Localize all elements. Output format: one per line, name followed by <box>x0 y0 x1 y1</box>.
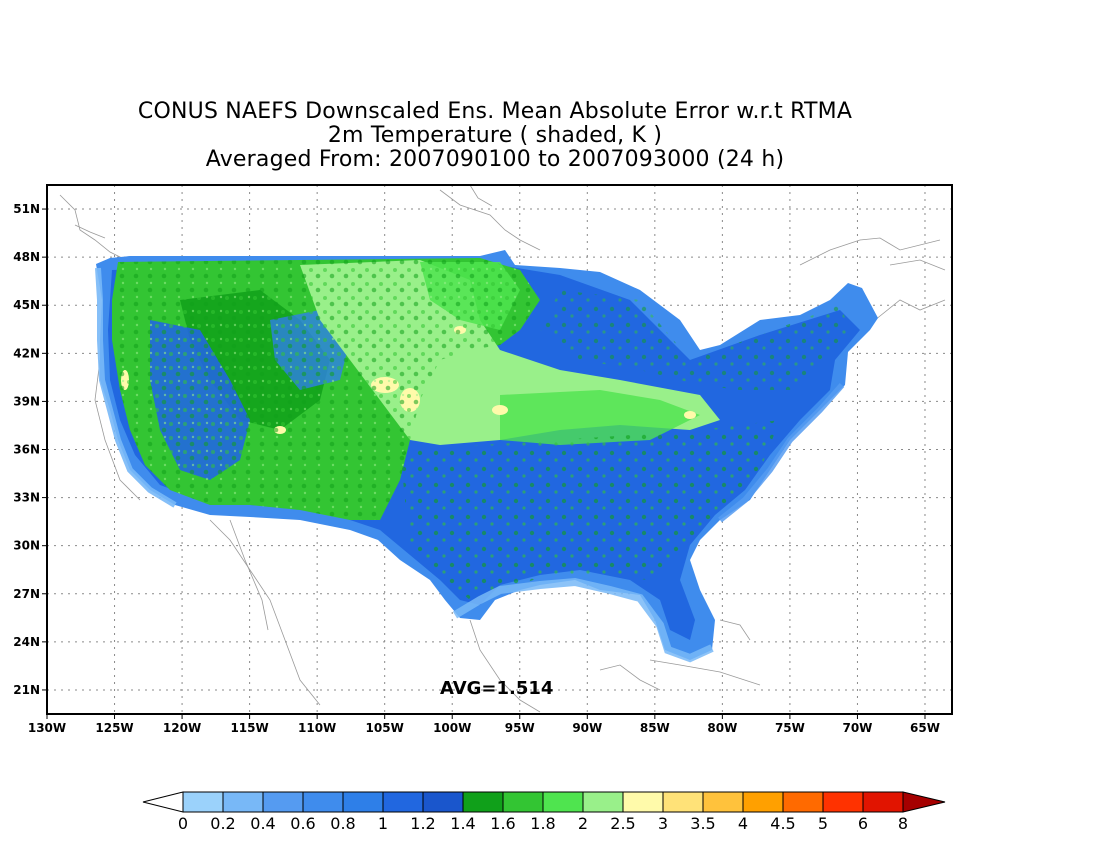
lon-tick-label: 100W <box>433 721 471 735</box>
colorbar-swatch <box>262 791 304 813</box>
lat-tick-label: 42N <box>13 346 40 360</box>
colorbar-swatch <box>502 791 544 813</box>
lon-tick-label: 85W <box>640 721 670 735</box>
lon-tick-label: 95W <box>505 721 535 735</box>
lat-tick-label: 30N <box>13 539 40 553</box>
lat-tick-label: 21N <box>13 683 40 697</box>
lat-tick-label: 36N <box>13 443 40 457</box>
colorbar-swatch <box>662 791 704 813</box>
colorbar-swatch <box>582 791 624 813</box>
lon-tick-label: 75W <box>775 721 805 735</box>
colorbar-over-arrow <box>902 791 946 813</box>
lon-tick-label: 105W <box>366 721 404 735</box>
colorbar-label: 3 <box>658 814 668 833</box>
title-line-3: Averaged From: 2007090100 to 2007093000 … <box>205 147 785 172</box>
colorbar-label: 8 <box>898 814 908 833</box>
coastlines <box>59 185 946 713</box>
lat-tick-label: 27N <box>13 587 40 601</box>
colorbar-swatch <box>422 791 464 813</box>
colorbar-label: 5 <box>818 814 828 833</box>
colorbar-swatch <box>222 791 264 813</box>
colorbar-swatch <box>182 791 224 813</box>
lat-tick-label: 39N <box>13 394 40 408</box>
lon-tick-label: 65W <box>910 721 940 735</box>
colorbar: 0 0.2 0.4 0.6 0.8 1 1.2 1.4 1.6 1.8 2 2.5 3 3.5 4 4.5 5 6… <box>142 791 946 833</box>
lon-tick-label: 125W <box>95 721 133 735</box>
colorbar-swatch <box>782 791 824 813</box>
lon-tick-label: 120W <box>163 721 201 735</box>
colorbar-label: 0.8 <box>330 814 355 833</box>
title-line-1: CONUS NAEFS Downscaled Ens. Mean Absolut… <box>137 99 853 124</box>
lon-tick-label: 115W <box>230 721 268 735</box>
colorbar-label: 1.6 <box>490 814 515 833</box>
lon-tick-label: 110W <box>298 721 336 735</box>
lat-tick-label: 45N <box>13 298 40 312</box>
colorbar-swatch <box>302 791 344 813</box>
lon-tick-label: 80W <box>707 721 737 735</box>
colorbar-swatch <box>462 791 504 813</box>
colorbar-label: 1.8 <box>530 814 555 833</box>
colorbar-under-arrow <box>142 791 184 813</box>
lon-tick-label: 90W <box>572 721 602 735</box>
colorbar-swatch <box>862 791 904 813</box>
colorbar-swatch <box>822 791 864 813</box>
colorbar-label: 1.2 <box>410 814 435 833</box>
lon-tick-label: 130W <box>28 721 66 735</box>
colorbar-label: 0 <box>178 814 188 833</box>
lat-tick-label: 33N <box>13 491 40 505</box>
colorbar-swatch <box>542 791 584 813</box>
lat-tick-label: 48N <box>13 250 40 264</box>
colorbar-label: 0.2 <box>210 814 235 833</box>
colorbar-label: 4.5 <box>770 814 795 833</box>
colorbar-swatch <box>742 791 784 813</box>
colorbar-label: 2 <box>578 814 588 833</box>
colorbar-label: 6 <box>858 814 868 833</box>
lon-tick-label: 70W <box>842 721 872 735</box>
lat-tick-label: 51N <box>13 202 40 216</box>
colorbar-label: 1 <box>378 814 388 833</box>
lat-tick-label: 24N <box>13 635 40 649</box>
axes: 51N 48N 45N 42N 39N 36N 33N 30N 27N 24N 21N 130W 125… <box>13 202 940 735</box>
error-field <box>95 250 878 663</box>
colorbar-swatch <box>622 791 664 813</box>
colorbar-label: 2.5 <box>610 814 635 833</box>
chart-title: CONUS NAEFS Downscaled Ens. Mean Absolut… <box>0 100 990 172</box>
colorbar-label: 3.5 <box>690 814 715 833</box>
title-line-2: 2m Temperature ( shaded, K ) <box>327 123 663 148</box>
colorbar-label: 0.4 <box>250 814 275 833</box>
colorbar-label: 1.4 <box>450 814 475 833</box>
colorbar-label: 4 <box>738 814 748 833</box>
colorbar-label: 0.6 <box>290 814 315 833</box>
colorbar-swatch <box>702 791 744 813</box>
colorbar-swatch <box>342 791 384 813</box>
colorbar-swatch <box>382 791 424 813</box>
average-label: AVG=1.514 <box>440 678 553 699</box>
